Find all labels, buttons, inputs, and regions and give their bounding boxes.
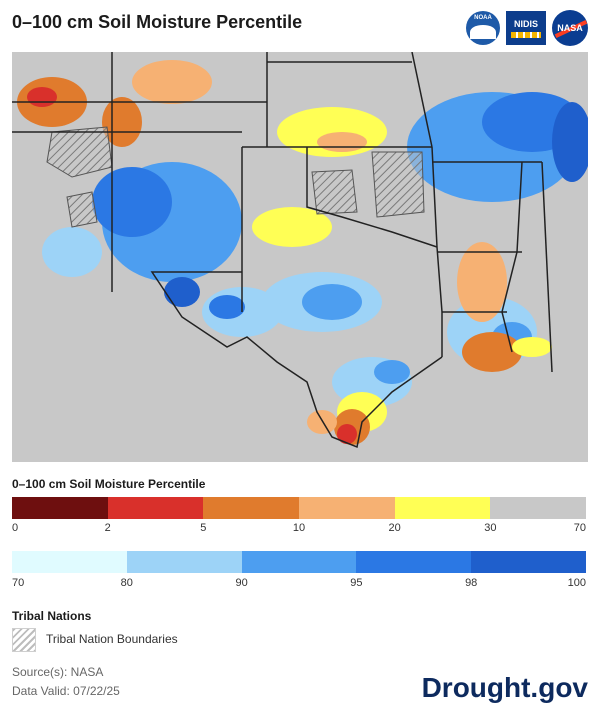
source-text: Source(s): NASA xyxy=(12,665,104,679)
nasa-logo: NASA xyxy=(552,10,588,46)
tribal-label: Tribal Nation Boundaries xyxy=(46,632,178,646)
map-canvas xyxy=(12,52,588,462)
drought-gov-logo: Drought.gov xyxy=(421,672,588,703)
legend-tick-label: 70 xyxy=(12,577,25,589)
data-valid-text: Data Valid: 07/22/25 xyxy=(12,684,120,698)
legend-dry-bar xyxy=(12,497,586,519)
legend-tick-label: 2 xyxy=(104,522,111,534)
legend-tick-label: 0 xyxy=(12,522,19,534)
legend-swatch xyxy=(107,497,204,519)
legend-tick-label: 30 xyxy=(484,522,497,534)
legend-swatch xyxy=(471,551,586,573)
legend-swatch xyxy=(126,551,242,573)
legend-tick-label: 10 xyxy=(292,522,306,534)
legend-swatch xyxy=(298,497,395,519)
legend-swatch xyxy=(12,551,127,573)
nidis-logo: NIDIS xyxy=(506,11,546,45)
legend-swatch xyxy=(203,497,299,519)
legend-tick-label: 95 xyxy=(350,577,363,589)
legend-swatch xyxy=(12,497,108,519)
legend-swatch xyxy=(394,497,491,519)
logo-group: NOAA NIDIS NASA xyxy=(466,10,588,46)
legend-swatch xyxy=(356,551,472,573)
page-title: 0–100 cm Soil Moisture Percentile xyxy=(12,12,303,32)
tribal-boundaries xyxy=(46,126,425,228)
legend-tick-label: 5 xyxy=(200,522,207,534)
soil-moisture-map xyxy=(12,52,588,462)
legend-wet-bar xyxy=(12,551,586,573)
tribal-title: Tribal Nations xyxy=(12,609,92,623)
legend-swatch xyxy=(490,497,586,519)
legend-tick-label: 20 xyxy=(388,522,401,534)
legend-swatch xyxy=(241,551,357,573)
tribal-hatch-swatch xyxy=(12,628,36,652)
legend-tick-label: 100 xyxy=(567,577,586,589)
legend-tick-label: 80 xyxy=(120,577,133,589)
state-boundaries xyxy=(12,52,553,449)
legend-tick-label: 70 xyxy=(573,522,586,534)
legend-tick-label: 90 xyxy=(235,577,248,589)
noaa-logo: NOAA xyxy=(466,11,500,45)
legend-tick-label: 98 xyxy=(465,577,478,589)
legend-title: 0–100 cm Soil Moisture Percentile xyxy=(12,477,206,491)
